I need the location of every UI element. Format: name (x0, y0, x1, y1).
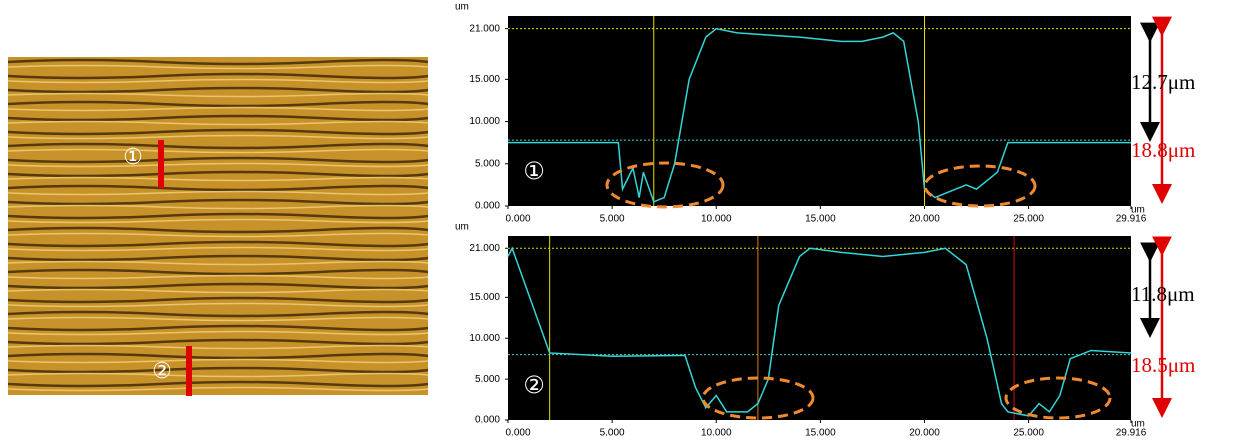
x-tick-label: 29.916 (1116, 428, 1147, 436)
figure: ① ② um um 0.000 5.000 10.000 15.000 21.000 0.000 5… (0, 0, 1244, 436)
x-tick-label: 0.000 (505, 428, 530, 436)
plot-area (508, 16, 1131, 206)
y-tick-label: 5.000 (475, 158, 500, 169)
x-tick-label: 20.000 (909, 428, 940, 436)
y-tick-label: 10.000 (469, 116, 500, 127)
image-marker: ② (152, 359, 172, 384)
profile-marker: ① (523, 157, 545, 185)
y-unit: um (455, 2, 469, 13)
y-tick-label: 15.000 (469, 74, 500, 85)
x-tick-label: 20.000 (909, 214, 940, 225)
x-tick-label: 0.000 (505, 214, 530, 225)
measurement: 12.7μm (1131, 70, 1195, 94)
x-tick-label: 15.000 (805, 214, 836, 225)
x-tick-label: 5.000 (600, 428, 625, 436)
x-tick-label: 10.000 (701, 428, 732, 436)
measurement: 18.8μm (1131, 138, 1195, 162)
section-line (158, 140, 164, 188)
y-tick-label: 0.000 (475, 201, 500, 212)
y-tick-label: 15.000 (469, 292, 500, 303)
x-tick-label: 25.000 (1013, 428, 1044, 436)
y-unit: um (455, 222, 469, 233)
x-tick-label: 29.916 (1116, 214, 1147, 225)
y-tick-label: 21.000 (469, 243, 500, 254)
page: ① ② um um 0.000 5.000 10.000 15.000 21.000 0.000 5… (0, 0, 1244, 441)
y-tick-label: 10.000 (469, 333, 500, 344)
y-tick-label: 0.000 (475, 415, 500, 426)
x-tick-label: 15.000 (805, 428, 836, 436)
section-line (186, 346, 192, 396)
x-tick-label: 10.000 (701, 214, 732, 225)
image-marker: ① (123, 145, 143, 170)
measurement: 11.8μm (1131, 282, 1195, 306)
y-tick-label: 5.000 (475, 374, 500, 385)
x-tick-label: 25.000 (1013, 214, 1044, 225)
profile-marker: ② (523, 371, 545, 399)
x-tick-label: 5.000 (600, 214, 625, 225)
measurement: 18.5μm (1131, 353, 1195, 377)
y-tick-label: 21.000 (469, 23, 500, 34)
plot-area (508, 236, 1131, 420)
